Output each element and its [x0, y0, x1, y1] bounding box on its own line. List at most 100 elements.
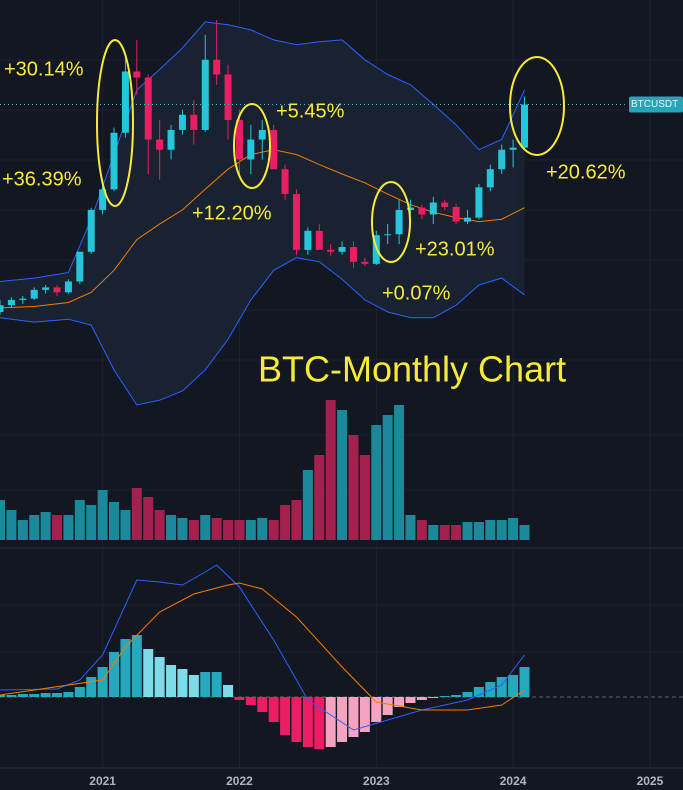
- volume-bar: [291, 500, 302, 540]
- volume-bar: [154, 510, 165, 540]
- volume-bar: [63, 515, 74, 540]
- macd-histogram-bar: [6, 695, 17, 697]
- candle-body: [463, 217, 471, 222]
- candle-body: [7, 299, 15, 306]
- macd-histogram-bar: [302, 697, 313, 747]
- macd-histogram-bar: [200, 672, 211, 697]
- candle-body: [395, 209, 403, 235]
- volume-bar: [109, 502, 120, 540]
- candle-body: [110, 132, 118, 190]
- volume-bar: [496, 520, 507, 540]
- macd-histogram-bar: [234, 697, 245, 700]
- candle-body: [509, 147, 517, 150]
- macd-histogram-bar: [74, 687, 85, 697]
- volume-bar: [280, 505, 291, 540]
- volume-bar: [6, 510, 17, 540]
- candle-body: [30, 289, 38, 299]
- volume-bar: [405, 515, 416, 540]
- macd-histogram-bar: [371, 697, 382, 722]
- macd-histogram-bar: [29, 694, 40, 697]
- candle-body: [475, 187, 483, 218]
- volume-bar: [245, 520, 256, 540]
- volume-bar: [473, 522, 484, 540]
- macd-histogram-bar: [325, 697, 336, 747]
- volume-bar: [0, 500, 5, 540]
- volume-bar: [188, 520, 199, 540]
- candle-body: [270, 129, 278, 170]
- macd-histogram-bar: [348, 697, 359, 737]
- macd-histogram-bar: [405, 697, 416, 703]
- macd-histogram-bar: [154, 657, 165, 697]
- volume-bar: [177, 518, 188, 540]
- price-label-box: [629, 96, 683, 113]
- volume-bar: [451, 525, 462, 540]
- volume-bar: [428, 525, 439, 540]
- macd-histogram-bar: [17, 694, 28, 697]
- volume-bar: [52, 515, 63, 540]
- candle-body: [190, 114, 198, 130]
- candle-body: [121, 71, 129, 133]
- candle-body: [452, 206, 460, 222]
- candle-body: [441, 202, 449, 207]
- macd-histogram-bar: [280, 697, 291, 735]
- x-tick-label: 2021: [89, 774, 116, 788]
- volume-bar: [382, 415, 393, 540]
- volume-bar: [302, 470, 313, 540]
- macd-histogram-bar: [223, 685, 234, 697]
- candle-body: [361, 261, 369, 264]
- macd-histogram-bar: [462, 692, 473, 697]
- annotation: +12.20%: [192, 202, 272, 224]
- candle-body: [521, 104, 529, 148]
- volume-bar: [508, 518, 519, 540]
- volume-bar: [314, 455, 325, 540]
- price-label: BTCUSDT: [631, 99, 678, 110]
- volume-bar: [143, 497, 154, 540]
- candle-body: [0, 305, 4, 313]
- candle-body: [406, 207, 414, 210]
- candle-body: [99, 189, 107, 210]
- volume-bar: [29, 515, 40, 540]
- macd-histogram-bar: [86, 677, 97, 697]
- volume-bar: [394, 405, 405, 540]
- band-line: [0, 21, 525, 282]
- highlight-ellipse: [233, 103, 271, 189]
- candle-body: [281, 169, 289, 195]
- macd-histogram-bar: [416, 697, 427, 700]
- candle-body: [429, 202, 437, 215]
- candle-body: [144, 77, 152, 140]
- volume-bar: [97, 490, 108, 540]
- candle-body: [53, 287, 61, 293]
- candle-body: [133, 71, 141, 78]
- candle-body: [349, 246, 357, 262]
- chart-title: BTC-Monthly Chart: [258, 349, 566, 390]
- macd-histogram-bar: [314, 697, 325, 749]
- candle-body: [178, 114, 186, 130]
- volume-bar: [268, 520, 279, 540]
- candle-body: [156, 139, 164, 150]
- macd-histogram-bar: [211, 672, 222, 697]
- volume-bar: [325, 400, 336, 540]
- macd-histogram-bar: [359, 697, 370, 732]
- volume-bar: [371, 425, 382, 540]
- volume-bar: [416, 520, 427, 540]
- candle-body: [327, 249, 335, 252]
- volume-bar: [74, 500, 85, 540]
- macd-histogram-bar: [451, 695, 462, 697]
- candle-body: [292, 194, 300, 250]
- volume-bar: [234, 520, 245, 540]
- annotation: +30.14%: [4, 58, 84, 80]
- candle-body: [76, 251, 84, 282]
- candle-body: [64, 281, 72, 293]
- candle-body: [87, 209, 95, 252]
- macd-histogram-bar: [428, 697, 439, 698]
- macd-histogram-bar: [496, 677, 507, 697]
- macd-histogram-bar: [120, 639, 131, 697]
- macd-histogram-bar: [473, 687, 484, 697]
- volume-bar: [120, 510, 131, 540]
- x-tick-label: 2022: [226, 774, 253, 788]
- macd-histogram-bar: [188, 675, 199, 697]
- volume-bar: [485, 520, 496, 540]
